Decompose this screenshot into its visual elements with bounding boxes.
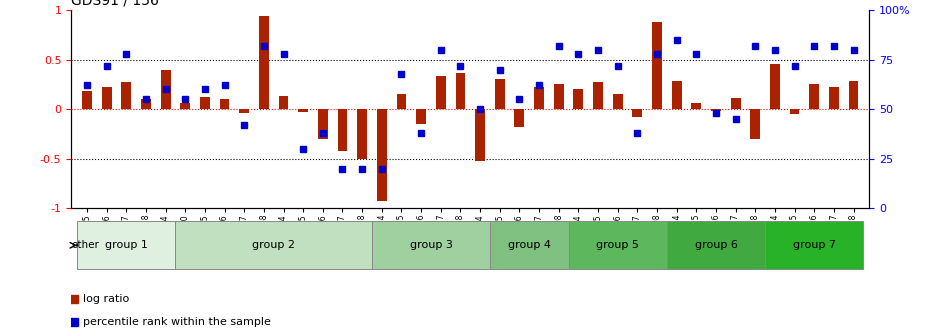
Text: log ratio: log ratio (84, 294, 129, 304)
Bar (765, 221, 864, 269)
Bar (77, 221, 176, 269)
Text: group 5: group 5 (597, 240, 639, 250)
Bar (789, 109, 800, 114)
Bar (475, 109, 485, 161)
Bar (490, 221, 568, 269)
Bar (337, 109, 348, 151)
Bar (200, 97, 210, 109)
Bar (554, 84, 563, 109)
Bar (82, 91, 92, 109)
Bar (667, 221, 765, 269)
Bar (161, 70, 170, 109)
Bar (455, 73, 465, 109)
Text: group 1: group 1 (104, 240, 147, 250)
Bar (515, 109, 524, 127)
Bar (711, 109, 721, 111)
Bar (259, 16, 269, 109)
Bar (534, 87, 544, 109)
Bar (495, 80, 504, 109)
Bar (848, 81, 859, 109)
Bar (141, 99, 151, 109)
Bar (278, 96, 289, 109)
Bar (436, 77, 446, 109)
Text: group 3: group 3 (409, 240, 452, 250)
Bar (692, 103, 701, 109)
Bar (750, 109, 760, 139)
Text: percentile rank within the sample: percentile rank within the sample (84, 317, 271, 327)
Bar (568, 221, 667, 269)
Text: group 7: group 7 (792, 240, 836, 250)
Text: group 4: group 4 (507, 240, 551, 250)
Bar (809, 84, 819, 109)
Bar (377, 109, 387, 201)
Bar (102, 87, 111, 109)
Bar (633, 109, 642, 117)
Text: group 6: group 6 (694, 240, 737, 250)
Bar (180, 103, 190, 109)
Bar (731, 98, 740, 109)
Bar (372, 221, 490, 269)
Bar (770, 64, 780, 109)
Bar (652, 22, 662, 109)
Text: group 2: group 2 (252, 240, 295, 250)
Text: other: other (71, 240, 100, 250)
Bar (416, 109, 426, 124)
Bar (318, 109, 328, 139)
Bar (396, 94, 407, 109)
Bar (574, 89, 583, 109)
Bar (613, 94, 622, 109)
Bar (239, 109, 249, 113)
Bar (829, 87, 839, 109)
Bar (122, 82, 131, 109)
Text: GDS91 / 156: GDS91 / 156 (71, 0, 160, 7)
Bar (298, 109, 308, 112)
Bar (176, 221, 372, 269)
Bar (357, 109, 367, 159)
Bar (219, 99, 230, 109)
Bar (593, 82, 603, 109)
Bar (672, 81, 681, 109)
